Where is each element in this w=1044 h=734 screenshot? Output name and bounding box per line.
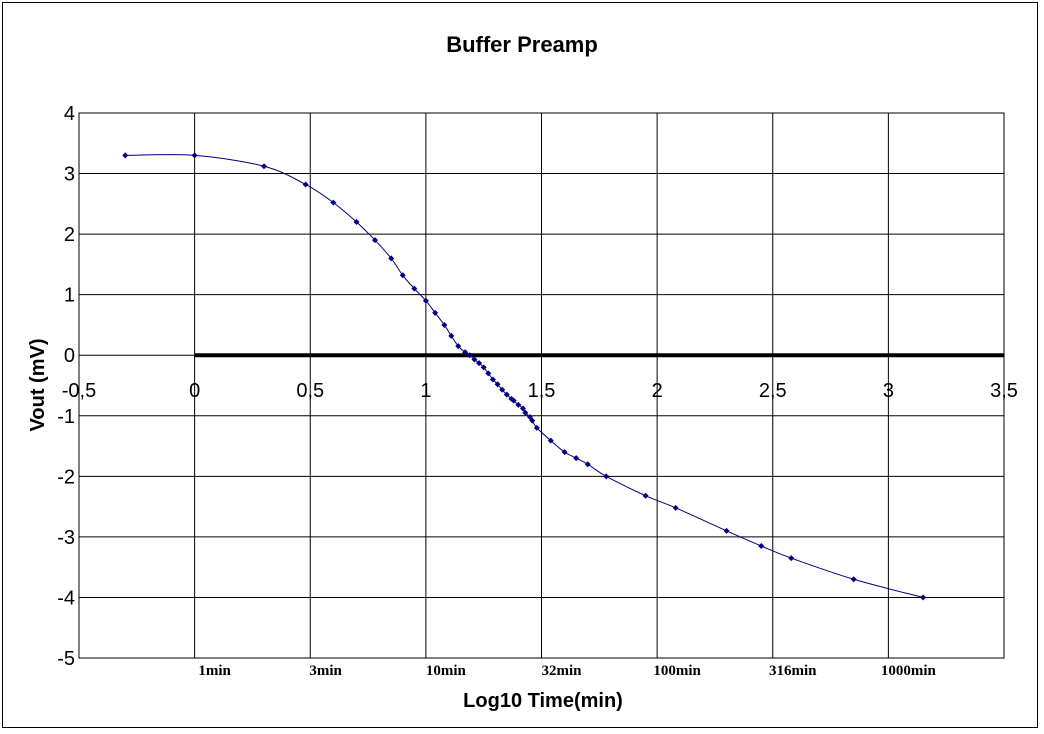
x-axis-label: Log10 Time(min) [463,690,623,712]
data-point [494,381,501,388]
x-tick-label: 0,5 [296,380,324,402]
time-annotation: 32min [541,663,582,679]
y-tick-label: -4 [57,587,75,609]
time-annotation: 3min [309,663,342,679]
data-point [515,401,522,408]
data-point [603,473,610,480]
data-point [471,356,478,363]
data-point [758,542,765,549]
y-tick-label: -2 [57,466,75,488]
data-point [533,424,540,431]
plot-area: -5 -4 -3 -2 -1 0 1 2 3 4 -0,5 0 0,5 1 1,5 2 2,5 3 3,5 1min 3… [57,103,1018,679]
data-point [547,437,554,444]
x-tick-label: -0,5 [62,380,96,402]
data-point [122,152,129,159]
data-point [788,555,795,562]
chart-title: Buffer Preamp [446,32,598,57]
data-point [520,405,526,412]
data-point [191,152,198,159]
data-point [503,391,510,398]
data-point [529,417,536,424]
data-point [422,297,429,304]
x-tick-label: 0 [189,380,200,402]
data-point [480,364,487,371]
data-point [584,461,591,468]
y-tick-label: 3 [64,164,75,186]
y-tick-label: -3 [57,527,75,549]
time-annotation: 100min [653,663,701,679]
data-point [462,349,469,356]
time-annotation: 10min [426,663,467,679]
data-point [388,255,395,262]
data-point [573,455,580,462]
data-point [466,352,473,359]
data-point [302,181,309,188]
data-point [485,370,492,377]
time-annotation: 316min [769,663,817,679]
time-annotation: 1min [198,663,231,679]
data-point [411,285,418,292]
y-tick-label: 1 [64,285,75,307]
x-tick-label: 2,5 [759,380,787,402]
data-point [850,576,857,583]
data-point [522,409,529,416]
data-point [920,594,927,601]
data-point [723,527,730,534]
time-annotation: 1000min [881,663,937,679]
data-point [372,237,378,244]
data-point [561,449,568,456]
x-tick-label: 3,5 [990,380,1018,402]
y-tick-label: 4 [64,103,75,125]
y-tick-label: 0 [64,345,75,367]
data-point [353,219,360,225]
data-point [330,199,337,206]
data-point [441,321,448,328]
y-tick-label: -5 [57,648,75,670]
x-tick-label: 1 [420,380,431,402]
data-point [261,163,267,170]
y-tick-label: -1 [57,406,75,428]
data-point [455,343,462,350]
data-point [476,360,483,367]
data-point [489,376,496,383]
x-tick-label: 1,5 [528,380,556,402]
x-tick-label: 3 [883,380,894,402]
data-point [432,309,439,316]
x-tick-label: 2 [652,380,663,402]
data-point [399,272,406,279]
data-point [510,397,517,404]
data-point [448,332,455,339]
data-point [499,386,506,393]
y-axis-label: Vout (mV) [27,339,49,432]
data-point [642,492,649,499]
y-tick-label: 2 [64,224,75,246]
data-point [672,504,679,511]
